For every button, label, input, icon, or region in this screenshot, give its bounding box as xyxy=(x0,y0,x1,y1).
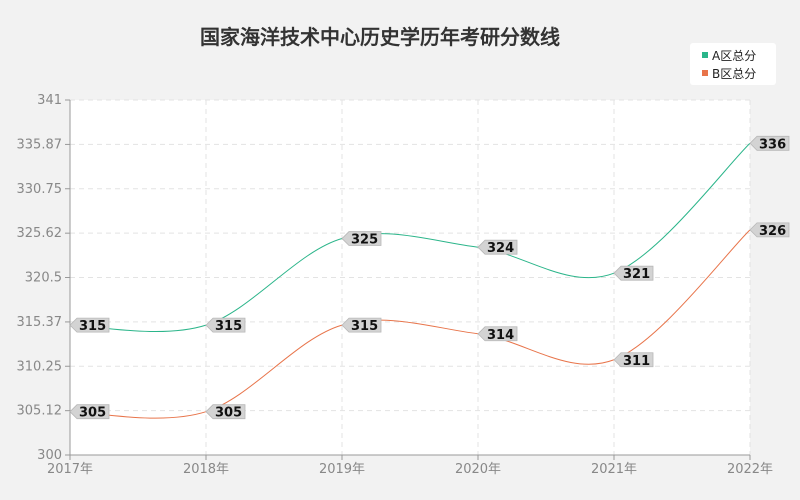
legend-label-a: A区总分 xyxy=(712,49,756,63)
data-label-tag xyxy=(749,222,790,238)
data-label: 311 xyxy=(623,354,650,369)
x-tick-label: 2021年 xyxy=(591,462,637,477)
data-label-tag xyxy=(69,404,110,420)
y-tick-label: 310.25 xyxy=(17,359,63,374)
x-tick-label: 2022年 xyxy=(727,462,773,477)
data-label-tag xyxy=(749,135,790,151)
data-label-tag xyxy=(613,352,654,368)
x-tick-label: 2019年 xyxy=(319,462,365,477)
legend-label-b: B区总分 xyxy=(712,67,756,81)
data-label: 325 xyxy=(351,233,378,248)
data-label: 315 xyxy=(79,319,106,334)
y-tick-label: 300 xyxy=(37,448,62,463)
legend: A区总分 B区总分 xyxy=(690,43,776,85)
y-tick-label: 315.37 xyxy=(17,315,63,330)
series-line-a xyxy=(69,142,751,333)
legend-swatch-a xyxy=(702,52,708,58)
data-label-tag xyxy=(613,265,654,281)
data-label-tag xyxy=(477,239,518,255)
data-label-tag xyxy=(69,317,110,333)
data-label-tag xyxy=(341,231,382,246)
data-label-tag xyxy=(205,317,246,333)
data-label: 336 xyxy=(759,137,786,152)
plot-area: 300 305.12 310.25 315.37 320.5 325.62 330.75 33… xyxy=(17,93,790,477)
y-tick-label: 320.5 xyxy=(25,271,62,286)
data-label: 324 xyxy=(487,241,514,256)
y-tick-label: 305.12 xyxy=(17,404,63,419)
data-label: 315 xyxy=(215,319,242,334)
chart-title: 国家海洋技术中心历史学历年考研分数线 xyxy=(200,25,560,49)
data-label: 321 xyxy=(623,267,650,282)
data-label: 305 xyxy=(79,406,106,421)
legend-box xyxy=(690,43,776,85)
data-label-tag xyxy=(477,326,518,342)
series-line-b xyxy=(69,229,751,419)
x-tick-label: 2017年 xyxy=(47,462,93,477)
data-label-tag xyxy=(205,404,246,420)
y-tick-label: 330.75 xyxy=(17,182,63,197)
x-tick-label: 2020年 xyxy=(455,462,501,477)
y-tick-label: 341 xyxy=(37,93,62,108)
y-tick-label: 325.62 xyxy=(17,226,63,241)
data-label: 326 xyxy=(759,224,786,239)
legend-swatch-b xyxy=(702,70,708,76)
y-tick-label: 335.87 xyxy=(17,137,63,152)
data-label: 314 xyxy=(487,328,514,343)
data-label-tag xyxy=(341,317,382,333)
data-label: 315 xyxy=(351,319,378,334)
x-tick-label: 2018年 xyxy=(183,462,229,477)
data-label: 305 xyxy=(215,406,242,421)
